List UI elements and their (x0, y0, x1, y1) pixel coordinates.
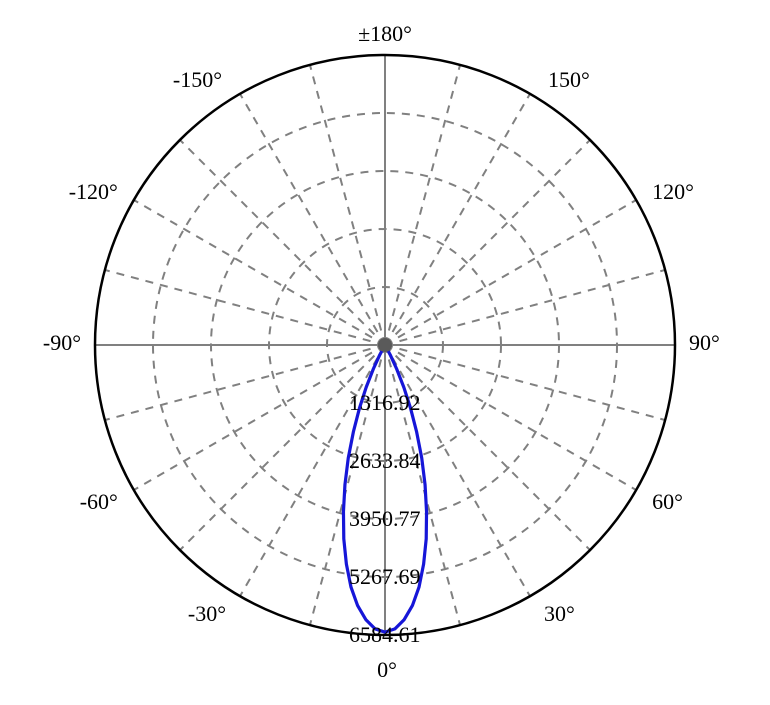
angle-label: -30° (188, 601, 226, 626)
grid-spoke (385, 345, 665, 420)
grid-spoke (385, 270, 665, 345)
polar-chart: ±180° -150° 150° -120° 120° -90° 90° -60° 60° -30… (0, 0, 770, 705)
angle-label: 0° (377, 657, 397, 682)
angle-label: 90° (689, 330, 720, 355)
center-dot-shape (378, 338, 392, 352)
grid-spoke (310, 65, 385, 345)
ring-label: 3950.77 (349, 506, 421, 531)
grid-spoke (105, 270, 385, 345)
angle-label: -60° (80, 489, 118, 514)
angle-label: 150° (548, 67, 590, 92)
ring-label: 5267.69 (349, 564, 421, 589)
grid-spoke (180, 140, 385, 345)
grid-spoke (105, 345, 385, 420)
angle-label: 120° (652, 179, 694, 204)
ring-label: 6584.61 (349, 622, 421, 647)
ring-label: 2633.84 (349, 448, 421, 473)
angle-label: 60° (652, 489, 683, 514)
grid-spoke (385, 65, 460, 345)
angle-label: -150° (173, 67, 222, 92)
center-dot (378, 338, 392, 352)
angle-label: 30° (544, 601, 575, 626)
grid-spoke (134, 200, 385, 345)
grid-spoke (240, 94, 385, 345)
angle-label: -90° (43, 330, 81, 355)
grid-spoke (385, 140, 590, 345)
grid-spoke (385, 200, 636, 345)
angle-label: -120° (69, 179, 118, 204)
ring-label: 1316.92 (349, 390, 421, 415)
angle-label: ±180° (358, 21, 412, 46)
grid-spoke (385, 94, 530, 345)
